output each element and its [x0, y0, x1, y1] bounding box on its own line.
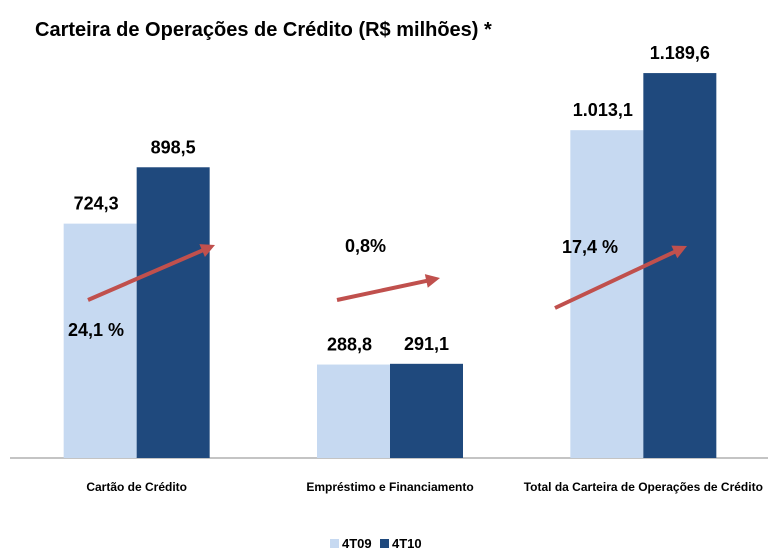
arrow-head	[671, 245, 687, 259]
value-label: 1.189,6	[650, 43, 710, 63]
annotation: 0,8%	[345, 236, 386, 256]
bar	[317, 364, 390, 458]
legend-swatch	[380, 539, 389, 548]
bar	[136, 167, 210, 459]
value-label: 1.013,1	[573, 100, 633, 120]
trend-arrow	[336, 277, 433, 302]
x-tick-label: Total da Carteira de Operações de Crédit…	[523, 480, 763, 494]
bar	[390, 363, 463, 458]
annotation: 24,1 %	[68, 320, 124, 340]
x-tick-label: Empréstimo e Financiamento	[306, 480, 474, 494]
x-tick-label: Cartão de Crédito	[86, 480, 187, 494]
arrow-head	[424, 274, 440, 288]
value-label: 288,8	[327, 335, 372, 355]
value-label: 724,3	[74, 194, 119, 214]
legend-label: 4T09	[342, 536, 372, 551]
bar	[643, 73, 717, 458]
annotation: 17,4 %	[562, 237, 618, 257]
value-label: 898,5	[151, 137, 196, 157]
legend-label: 4T10	[392, 536, 422, 551]
value-label: 291,1	[404, 334, 449, 354]
trend-arrow	[87, 246, 209, 302]
chart-title: Carteira de Operações de Crédito (R$ mil…	[35, 19, 492, 41]
legend-swatch	[330, 539, 339, 548]
bar	[63, 223, 137, 458]
trend-arrow	[554, 247, 681, 310]
arrow-head	[199, 244, 215, 257]
